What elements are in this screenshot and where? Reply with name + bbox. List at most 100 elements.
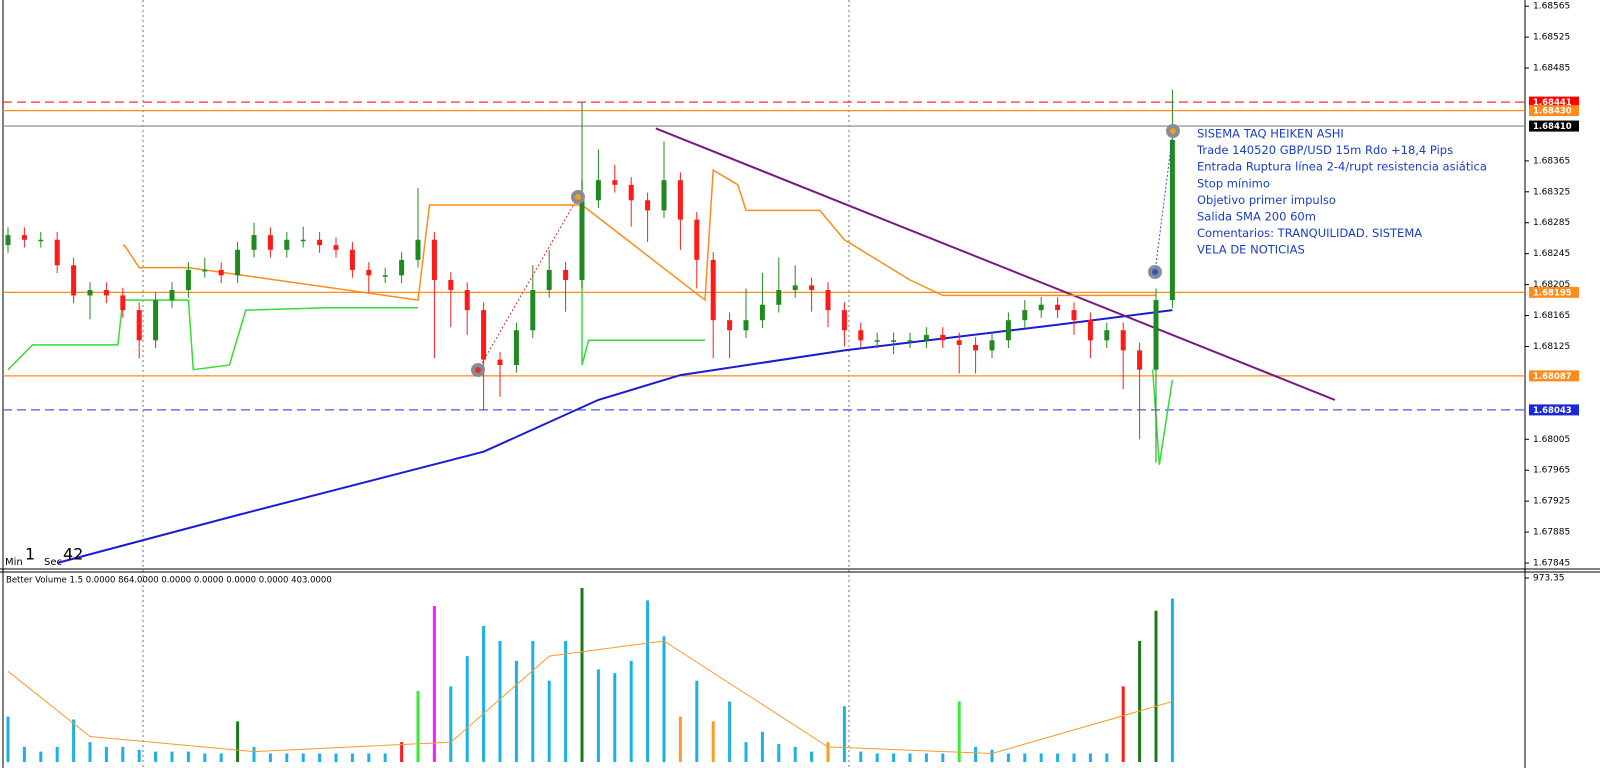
candle-body <box>431 239 437 280</box>
candle-body <box>5 235 11 246</box>
candle-body <box>218 269 224 276</box>
timer-label: Sec <box>44 557 62 568</box>
volume-bar <box>810 751 814 762</box>
candle-body <box>54 239 60 266</box>
candle-body <box>710 259 716 321</box>
candle-body <box>841 310 847 331</box>
y-tick-label: 1.68125 <box>1533 342 1570 352</box>
volume-bar <box>1170 598 1174 762</box>
level-label-box <box>1529 286 1579 298</box>
volume-bar <box>137 749 141 762</box>
candle-body <box>366 269 372 276</box>
candle-body <box>1055 304 1061 311</box>
candle-body <box>809 285 815 291</box>
candle-body <box>530 290 536 331</box>
annotation-line: Stop mínimo <box>1197 176 1270 190</box>
candle-body <box>333 245 339 250</box>
y-tick-label: 973.35 <box>1533 574 1565 584</box>
candle-body <box>989 340 995 351</box>
volume-bar <box>1072 753 1076 762</box>
candle-body <box>300 239 306 242</box>
volume-bar <box>941 753 945 762</box>
volume-bar <box>334 753 338 762</box>
y-tick-label: 1.68165 <box>1533 311 1570 321</box>
candle-body <box>267 235 273 250</box>
indicator-line <box>1151 369 1174 465</box>
timer-label: Min <box>5 557 23 568</box>
plot-layer: 1.68565 1.68525 1.68485 1.68365 1.68325 1.682… <box>3 2 1579 762</box>
indicator-line <box>122 168 1156 302</box>
volume-bar <box>1023 753 1027 762</box>
candle-body <box>513 330 519 366</box>
candle-body <box>235 249 241 276</box>
level-label: 1.68441 <box>1533 98 1572 108</box>
volume-bar <box>547 680 551 762</box>
y-tick-label: 1.68205 <box>1533 280 1570 290</box>
volume-bar <box>203 753 207 762</box>
volume-bar <box>170 751 174 762</box>
volume-bar <box>974 746 978 762</box>
candle-body <box>185 269 191 291</box>
y-tick-label: 1.67965 <box>1533 466 1570 476</box>
volume-bar <box>514 660 518 762</box>
volume-bar <box>1138 641 1142 762</box>
volume-bar <box>22 746 26 762</box>
level-label: 1.68430 <box>1533 107 1572 117</box>
volume-bar <box>449 686 453 762</box>
candle-body <box>612 180 618 185</box>
y-tick-label: 1.68525 <box>1533 33 1570 43</box>
candle-body <box>645 200 651 211</box>
level-label-box <box>1529 404 1579 416</box>
volume-bar <box>318 753 322 762</box>
y-tick-label: 1.68285 <box>1533 218 1570 228</box>
y-tick-label: 1.68485 <box>1533 64 1570 74</box>
volume-bar <box>482 625 486 762</box>
indicator-line <box>7 299 418 371</box>
annotation-line: Objetivo primer impulso <box>1197 193 1336 207</box>
volume-bar <box>72 719 76 762</box>
y-tick-label: 1.67925 <box>1533 497 1570 507</box>
volume-bar <box>695 680 699 762</box>
timer-value: 42 <box>63 545 83 564</box>
volume-bar <box>793 746 797 762</box>
candle-body <box>661 180 667 211</box>
y-tick-label: 1.68325 <box>1533 187 1570 197</box>
annotation-line: VELA DE NOTICIAS <box>1197 243 1305 257</box>
candle-body <box>776 290 782 305</box>
candle-body <box>1137 350 1143 370</box>
trade-marker <box>571 190 585 204</box>
annotation-line: Trade 140520 GBP/USD 15m Rdo +18,4 Pips <box>1196 143 1453 157</box>
candle-body <box>251 235 257 250</box>
volume-bar <box>219 753 223 762</box>
volume-bar <box>432 606 436 762</box>
candle-body <box>38 239 44 242</box>
candle-body <box>71 265 77 296</box>
volume-bar <box>383 753 387 762</box>
volume-bar <box>826 742 830 762</box>
volume-bar <box>1006 753 1010 762</box>
annotation-line: SISEMA TAQ HEIKEN ASHI <box>1197 127 1344 141</box>
candle-body <box>120 295 126 311</box>
candle-body <box>727 320 733 331</box>
volume-bar <box>531 641 535 762</box>
y-tick-label: 1.67885 <box>1533 528 1570 538</box>
candle-body <box>874 340 880 342</box>
volume-bar <box>1056 753 1060 762</box>
candle-body <box>907 340 913 342</box>
volume-bar <box>711 721 715 762</box>
volume-bar <box>1039 753 1043 762</box>
candle-body <box>546 269 552 291</box>
candle-body <box>1153 300 1159 370</box>
candle-body <box>153 300 159 341</box>
level-label: 1.68043 <box>1533 406 1572 416</box>
candle-body <box>792 285 798 291</box>
candle-body <box>21 235 27 240</box>
volume-bar <box>268 753 272 762</box>
candle-body <box>1071 310 1077 321</box>
volume-bar <box>285 753 289 762</box>
indicator-title: Better Volume 1.5 0.0000 864.0000 0.0000… <box>6 576 332 586</box>
level-label-box <box>1529 120 1579 132</box>
volume-bar <box>646 600 650 762</box>
annotation-line: Comentarios: TRANQUILIDAD. SISTEMA <box>1197 226 1422 240</box>
candle-body <box>825 290 831 311</box>
